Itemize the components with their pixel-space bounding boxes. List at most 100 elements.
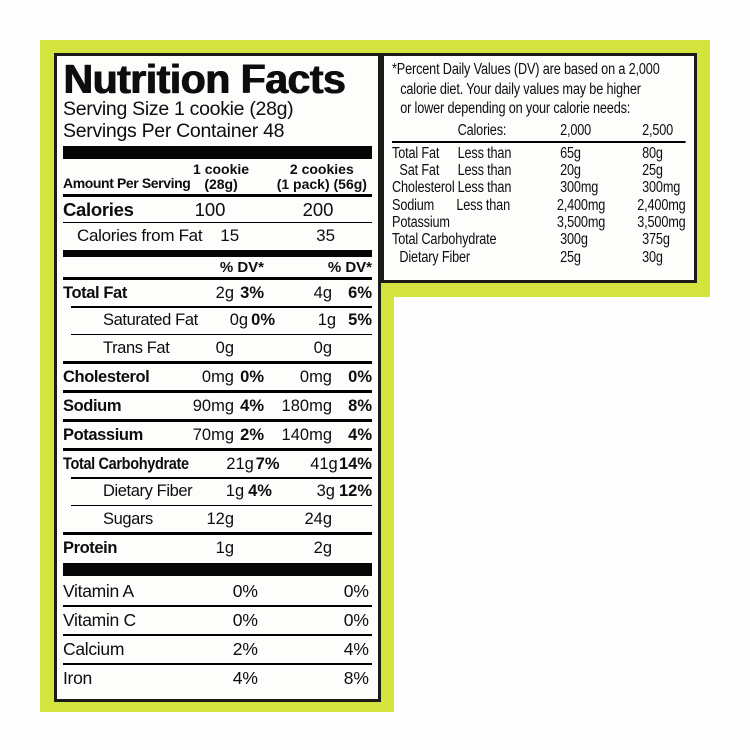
- nutrient-row: Total Fat 2g 3% 4g 6%: [63, 280, 372, 306]
- nutrient-amount-1: 0mg: [201, 367, 234, 386]
- calories-label: Calories: [63, 198, 134, 220]
- row-divider: [63, 532, 372, 535]
- dv-row-2500-value: 3,500mg: [637, 213, 686, 231]
- dv-table-row: Cholesterol Less than 300mg 300mg: [392, 179, 686, 196]
- footnote-line-3: or lower depending on your calorie needs…: [400, 100, 631, 117]
- nutrient-amount-2: 24g: [304, 509, 332, 528]
- dv-table-row: Potassium 3,500mg 3,500mg: [392, 214, 686, 231]
- dv-row-2000-value: 25g: [560, 248, 581, 266]
- calories-from-fat-label: Calories from Fat: [77, 226, 203, 245]
- column-header-2-line1: 2 cookies: [289, 161, 354, 177]
- nutrient-dv-1: 3%: [240, 283, 264, 302]
- nutrient-dv-1: 0%: [240, 367, 264, 386]
- nutrition-facts-panel: Nutrition Facts Serving Size 1 cookie (2…: [54, 53, 381, 702]
- vitamin-value-1: 2%: [232, 639, 258, 659]
- nutrient-dv-2: 14%: [338, 454, 372, 473]
- dv-row-2500-value: 300mg: [642, 179, 681, 197]
- servings-per-container-line: Servings Per Container 48: [63, 120, 285, 142]
- vitamin-label: Iron: [63, 668, 92, 688]
- dv-row-name: Sodium: [392, 196, 435, 214]
- calories-row: Calories 100 200: [63, 197, 372, 223]
- nutrient-amount-1: 1g: [215, 538, 234, 557]
- nutrient-amount-1: 2g: [215, 283, 234, 302]
- dv-table-row: Dietary Fiber 25g 30g: [392, 249, 686, 266]
- nutrient-dv-1: 0%: [251, 311, 276, 329]
- nutrient-label: Total Carbohydrate: [63, 454, 189, 473]
- vitamin-row: Vitamin C 0% 0%: [63, 607, 372, 634]
- dv-row-qualifier: Less than: [457, 162, 512, 180]
- dv-row-name: Cholesterol: [392, 179, 455, 197]
- row-divider: [63, 663, 372, 665]
- dv-row-name: Total Carbohydrate: [392, 231, 497, 249]
- dv-table-2500-header: 2,500: [642, 121, 674, 139]
- nutrient-amount-2: 4g: [313, 283, 332, 302]
- nutrient-amount-2: 2g: [313, 538, 332, 557]
- vitamin-row: Vitamin A 0% 0%: [63, 578, 372, 605]
- calories-from-fat-row: Calories from Fat 15 35: [63, 223, 372, 249]
- nutrient-dv-1: 4%: [240, 396, 264, 415]
- dv-table-row: Sat Fat Less than 20g 25g: [392, 162, 686, 179]
- dv-table-2000-header: 2,000: [560, 121, 592, 139]
- nutrient-dv-2: 4%: [348, 425, 372, 444]
- daily-values-inner: *Percent Daily Values (DV) are based on …: [392, 60, 686, 266]
- row-divider: [63, 361, 372, 364]
- dv-row-2000-value: 65g: [560, 144, 581, 162]
- row-divider: [63, 419, 372, 422]
- dv-row-2500-value: 30g: [642, 248, 663, 266]
- calories-value-1: 100: [194, 198, 226, 220]
- nutrient-amount-2: 1g: [317, 311, 337, 329]
- dv-table-row: Sodium Less than 2,400mg 2,400mg: [392, 197, 686, 214]
- calories-value-2: 200: [302, 198, 334, 220]
- nutrient-amount-1: 70mg: [192, 425, 234, 444]
- dv-row-qualifier: Less than: [457, 179, 512, 197]
- nutrient-amount-1: 21g: [226, 454, 254, 473]
- dv-row-2500-value: 80g: [642, 144, 663, 162]
- vitamin-label: Vitamin A: [63, 581, 134, 601]
- amount-per-serving-label: Amount Per Serving: [63, 175, 191, 191]
- nutrient-rows: Total Fat 2g 3% 4g 6% Saturated Fat 0g 0% 1g 5% Tr…: [63, 280, 372, 561]
- dv-row-2500-value: 2,400mg: [637, 196, 686, 214]
- nutrient-amount-2: 0mg: [299, 367, 332, 386]
- dv-row-qualifier: [458, 231, 560, 248]
- nutrient-label: Potassium: [63, 425, 143, 444]
- separator-bar-bottom: [63, 563, 372, 576]
- dv-row-2000-value: 2,400mg: [556, 196, 606, 214]
- row-divider: [63, 390, 372, 393]
- footnote-line-2: calorie diet. Your daily values may be h…: [400, 80, 641, 98]
- dv-table-rows: Total Fat Less than 65g 80g Sat Fat Less than…: [392, 145, 686, 266]
- vitamin-value-1: 0%: [232, 581, 258, 601]
- dv-row-2000-value: 300g: [560, 231, 588, 249]
- column-header-2-line2: (1 pack) (56g): [276, 175, 367, 192]
- nutrient-row: Potassium 70mg 2% 140mg 4%: [63, 422, 372, 448]
- nutrient-label: Trans Fat: [103, 338, 170, 357]
- nutrient-label: Dietary Fiber: [103, 482, 193, 500]
- vitamin-value-2: 4%: [343, 639, 369, 659]
- nutrient-row: Sugars 12g 24g: [63, 506, 372, 532]
- dv-table-calories-label: Calories:: [457, 121, 507, 139]
- calories-from-fat-value-1: 15: [220, 226, 240, 245]
- dv-row-qualifier: [456, 214, 557, 231]
- vitamin-row: Calcium 2% 4%: [63, 636, 372, 663]
- dv-row-qualifier: Less than: [457, 144, 512, 162]
- vitamin-value-2: 8%: [343, 668, 369, 688]
- nutrient-label: Protein: [63, 538, 118, 557]
- separator-bar-mid: [63, 250, 372, 257]
- dv-row-2000-value: 20g: [560, 162, 581, 180]
- nutrient-amount-2: 140mg: [281, 425, 332, 444]
- row-divider: [63, 634, 372, 636]
- nutrient-amount-1: 0g: [229, 311, 249, 329]
- row-divider: [71, 306, 372, 308]
- percent-dv-header-2: % DV*: [327, 259, 372, 276]
- column-header-2-cookies: 2 cookies (1 pack) (56g): [272, 162, 372, 191]
- row-divider: [63, 605, 372, 607]
- vitamin-label: Calcium: [63, 639, 125, 659]
- vitamin-value-2: 0%: [343, 581, 369, 601]
- dv-row-qualifier: Less than: [456, 196, 510, 214]
- nutrient-amount-1: 0g: [215, 338, 234, 357]
- nutrient-amount-2: 41g: [310, 454, 338, 473]
- column-header-1-line2: (28g): [204, 175, 238, 192]
- dv-row-qualifier: [458, 249, 560, 266]
- nutrient-amount-1: 1g: [225, 482, 245, 500]
- nutrient-row: Sodium 90mg 4% 180mg 8%: [63, 393, 372, 419]
- nutrient-dv-2: 12%: [338, 482, 372, 500]
